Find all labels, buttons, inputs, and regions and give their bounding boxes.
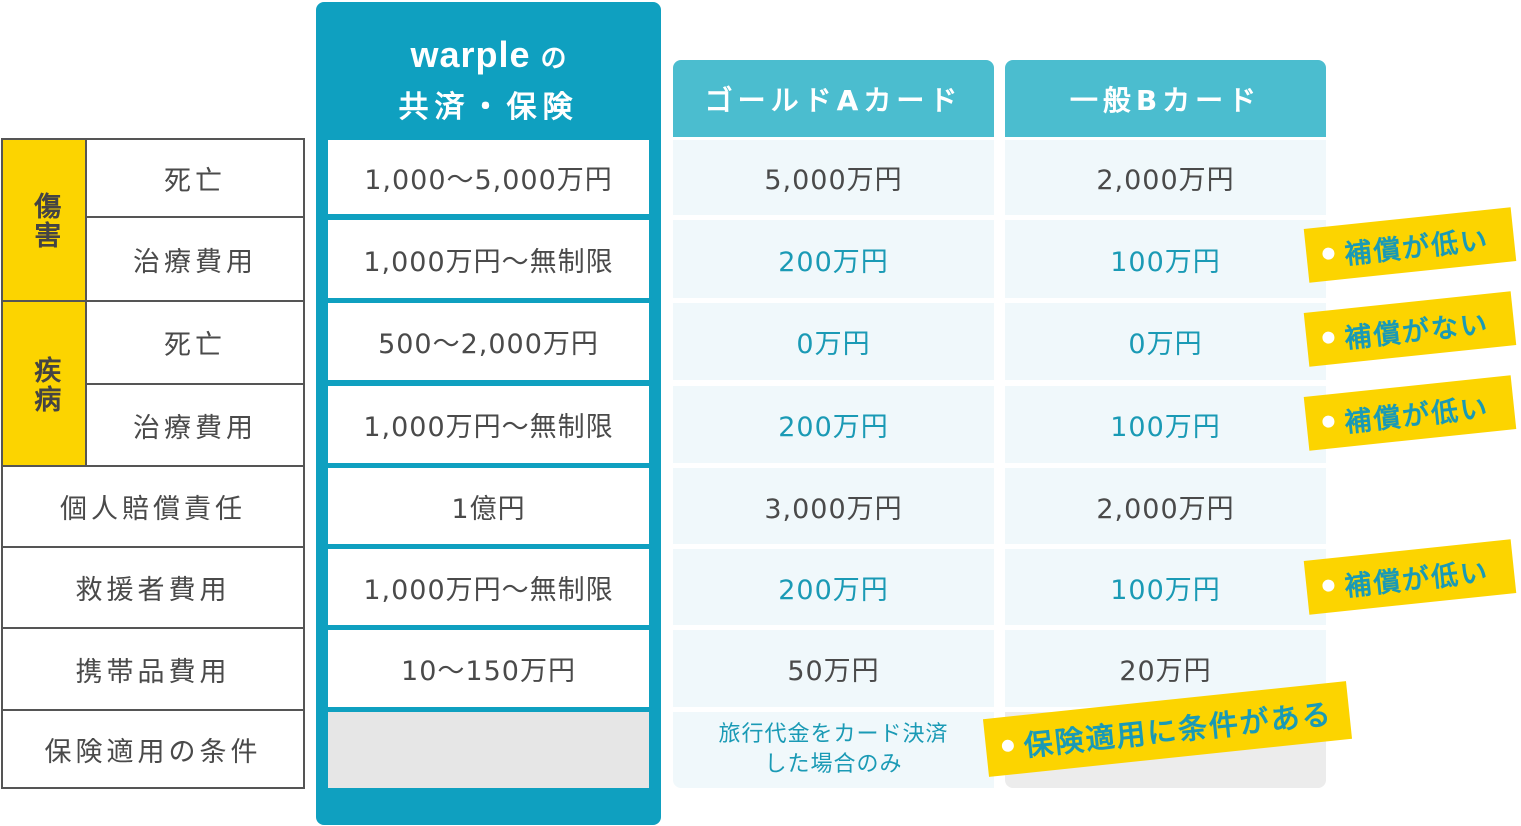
gold-liability: 3,000万円 — [673, 468, 994, 544]
row-label-injury-treatment: 治療費用 — [133, 247, 257, 278]
warple-injury-death: 1,000〜5,000万円 — [328, 140, 649, 214]
general-injury-death: 2,000万円 — [1005, 140, 1326, 215]
warple-logo-suffix: の — [540, 44, 567, 74]
gold-conditions-line1: 旅行代金をカード決済 — [718, 722, 949, 748]
general-illness-death: 0万円 — [1005, 303, 1326, 380]
divider — [3, 300, 303, 302]
divider — [3, 465, 303, 467]
row-label-injury-death: 死亡 — [164, 166, 226, 197]
badge-label: 補償が低い — [1343, 224, 1491, 271]
divider — [87, 383, 303, 385]
badge-label: 補償がない — [1343, 308, 1491, 355]
bullet-icon — [1321, 330, 1336, 345]
warple-liability: 1億円 — [328, 468, 649, 544]
gold-belongings: 50万円 — [673, 630, 994, 707]
warple-rescue: 1,000万円〜無制限 — [328, 549, 649, 625]
badge-low-rescue: 補償が低い — [1303, 539, 1517, 615]
row-label-illness-death: 死亡 — [164, 330, 226, 361]
badge-low-illness-treatment: 補償が低い — [1303, 375, 1517, 451]
bullet-icon — [1321, 246, 1336, 261]
column-header-general: 一般Bカード — [1005, 60, 1326, 137]
warple-subtitle: 共済・保険 — [398, 90, 579, 125]
warple-injury-treatment: 1,000万円〜無制限 — [328, 220, 649, 298]
general-rescue: 100万円 — [1005, 549, 1326, 625]
gold-conditions: 旅行代金をカード決済 した場合のみ — [673, 712, 994, 788]
divider — [3, 709, 303, 711]
warple-illness-treatment: 1,000万円〜無制限 — [328, 386, 649, 463]
row-label-rescue: 救援者費用 — [75, 575, 231, 606]
divider — [87, 216, 303, 218]
bullet-icon — [1321, 414, 1336, 429]
divider — [3, 546, 303, 548]
gold-conditions-line2: した場合のみ — [764, 752, 903, 777]
row-label-liability: 個人賠償責任 — [60, 494, 246, 525]
general-illness-treatment: 100万円 — [1005, 386, 1326, 463]
bullet-icon — [1001, 739, 1015, 753]
general-liability: 2,000万円 — [1005, 468, 1326, 544]
column-header-gold: ゴールドAカード — [673, 60, 994, 137]
warple-belongings: 10〜150万円 — [328, 630, 649, 707]
gold-injury-treatment: 200万円 — [673, 220, 994, 298]
warple-illness-death: 500〜2,000万円 — [328, 303, 649, 380]
gold-illness-death: 0万円 — [673, 303, 994, 380]
warple-header: warple の 共済・保険 — [316, 20, 661, 130]
category-injury: 傷害 — [3, 140, 87, 302]
divider — [3, 627, 303, 629]
general-injury-treatment: 100万円 — [1005, 220, 1326, 298]
warple-conditions — [328, 712, 649, 788]
warple-logo: warple — [410, 34, 531, 75]
badge-label: 補償が低い — [1343, 392, 1491, 439]
badge-label: 補償が低い — [1343, 556, 1491, 603]
category-illness: 疾病 — [3, 302, 87, 467]
gold-injury-death: 5,000万円 — [673, 140, 994, 215]
gold-illness-treatment: 200万円 — [673, 386, 994, 463]
row-label-illness-treatment: 治療費用 — [133, 412, 257, 444]
badge-none-illness-death: 補償がない — [1303, 291, 1517, 367]
badge-low-injury-treatment: 補償が低い — [1303, 207, 1517, 283]
bullet-icon — [1321, 578, 1336, 593]
row-label-belongings: 携帯品費用 — [75, 656, 231, 688]
gold-rescue: 200万円 — [673, 549, 994, 625]
row-label-conditions: 保険適用の条件 — [44, 736, 262, 768]
